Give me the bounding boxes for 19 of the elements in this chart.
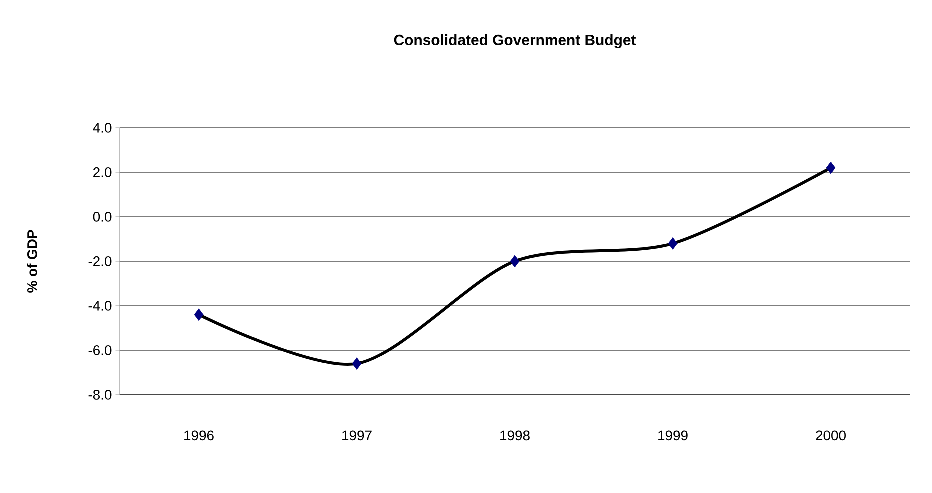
y-tick-label: 2.0 (94, 168, 112, 178)
x-tick-label: 1997 (342, 430, 372, 441)
y-tick-label: 0.0 (93, 212, 112, 222)
point (510, 255, 520, 268)
y-tick-label: -6.0 (88, 346, 112, 356)
point (826, 162, 836, 174)
x-tick-label: 1998 (500, 430, 530, 441)
point (352, 358, 362, 370)
x-tick-label: 2000 (816, 430, 846, 441)
x-tick-label: 1999 (658, 430, 688, 441)
point (668, 238, 678, 250)
y-tick-label: -2.0 (88, 256, 112, 266)
y-axis-title: % of GDP (27, 230, 38, 293)
point (194, 308, 204, 322)
y-tick-label: -4.0 (88, 301, 112, 311)
x-tick-label: 1996 (184, 430, 214, 441)
y-tick-label: 4.0 (93, 123, 112, 133)
chart-title: Consolidated Government Budget (394, 34, 636, 48)
y-tick-label: -8.0 (88, 390, 112, 400)
